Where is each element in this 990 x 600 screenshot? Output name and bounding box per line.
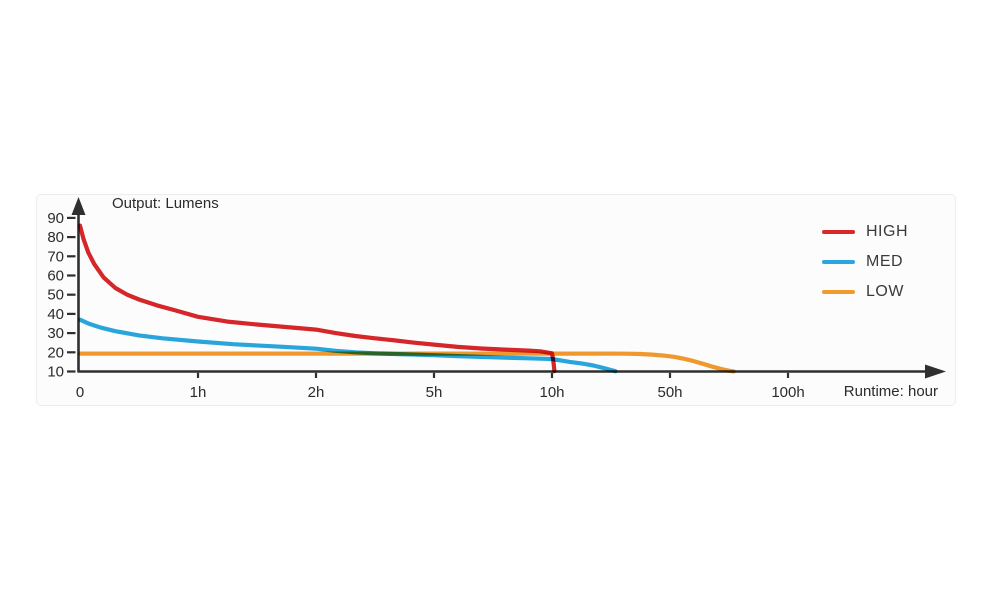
legend-label-med: MED (866, 253, 904, 270)
legend-swatch-low (822, 289, 855, 295)
chart-panel (36, 194, 956, 406)
legend-swatch-med (822, 259, 855, 265)
y-axis-title: Output: Lumens (112, 195, 219, 212)
legend-item-high: HIGH (822, 222, 908, 242)
legend: HIGH MED LOW (822, 222, 908, 312)
legend-item-med: MED (822, 252, 908, 272)
legend-label-low: LOW (866, 283, 904, 300)
legend-label-high: HIGH (866, 223, 908, 240)
legend-item-low: LOW (822, 282, 908, 302)
x-axis-title: Runtime: hour (843, 383, 938, 400)
legend-swatch-high (822, 229, 855, 235)
